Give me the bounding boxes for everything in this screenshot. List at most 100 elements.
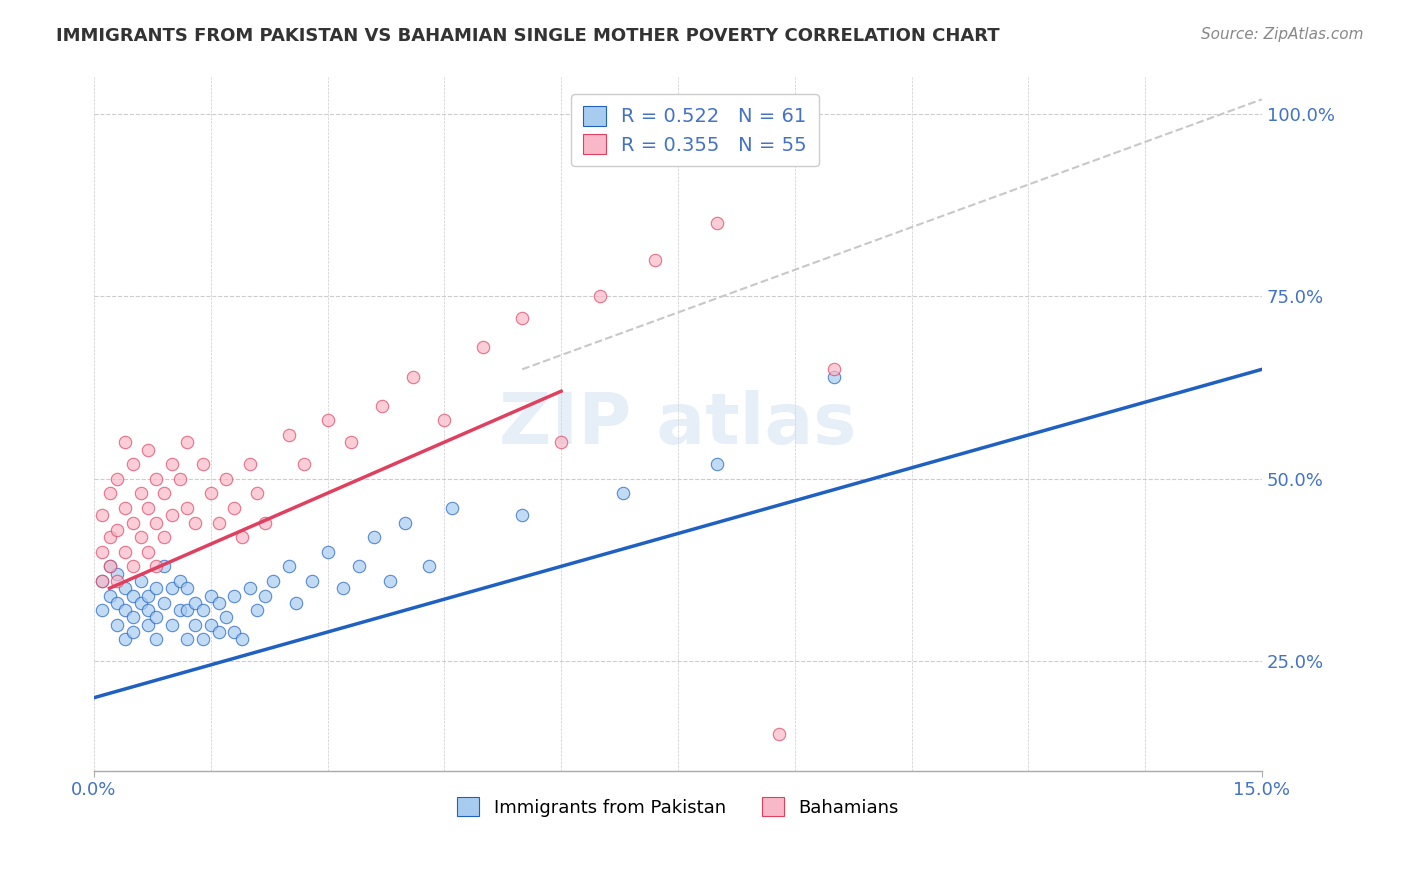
Point [98,589,121,603]
Point [121,457,143,471]
Point [145,632,167,647]
Point [114,632,136,647]
Point [129,486,152,500]
Point [433,413,456,427]
Point [472,341,495,355]
Point [222,625,245,640]
Point [138,589,160,603]
Point [184,596,207,610]
Point [207,625,229,640]
Point [105,566,128,581]
Point [207,516,229,530]
Point [363,530,385,544]
Point [239,581,262,595]
Point [145,472,167,486]
Point [550,435,572,450]
Point [378,574,401,588]
Point [153,559,176,574]
Point [138,545,160,559]
Point [222,500,245,515]
Point [292,457,315,471]
Point [121,610,143,624]
Point [105,574,128,588]
Point [114,435,136,450]
Text: Source: ZipAtlas.com: Source: ZipAtlas.com [1201,27,1364,42]
Point [612,486,634,500]
Point [90,574,112,588]
Point [138,617,160,632]
Point [114,581,136,595]
Point [262,574,284,588]
Point [644,252,666,267]
Point [301,574,323,588]
Point [768,727,790,741]
Point [98,559,121,574]
Point [347,559,370,574]
Point [316,413,339,427]
Point [138,500,160,515]
Point [254,589,277,603]
Point [246,603,269,617]
Point [207,596,229,610]
Legend: Immigrants from Pakistan, Bahamians: Immigrants from Pakistan, Bahamians [450,790,905,824]
Point [145,581,167,595]
Point [823,369,845,384]
Text: IMMIGRANTS FROM PAKISTAN VS BAHAMIAN SINGLE MOTHER POVERTY CORRELATION CHART: IMMIGRANTS FROM PAKISTAN VS BAHAMIAN SIN… [56,27,1000,45]
Point [90,545,112,559]
Point [169,574,191,588]
Point [153,530,176,544]
Point [441,500,464,515]
Point [114,545,136,559]
Point [277,428,299,442]
Point [129,596,152,610]
Point [105,617,128,632]
Point [160,457,183,471]
Point [589,289,612,303]
Point [176,435,198,450]
Point [138,603,160,617]
Point [200,589,222,603]
Point [160,508,183,523]
Point [215,472,238,486]
Point [332,581,354,595]
Point [215,610,238,624]
Point [105,523,128,537]
Point [706,216,728,230]
Point [239,457,262,471]
Point [706,457,728,471]
Point [98,559,121,574]
Point [176,581,198,595]
Point [510,311,533,326]
Point [121,559,143,574]
Point [105,472,128,486]
Point [418,559,440,574]
Point [371,399,394,413]
Point [254,516,277,530]
Point [160,617,183,632]
Point [200,617,222,632]
Point [114,603,136,617]
Point [121,589,143,603]
Point [176,500,198,515]
Point [90,603,112,617]
Point [169,472,191,486]
Point [340,435,363,450]
Point [191,632,214,647]
Point [153,486,176,500]
Point [394,516,416,530]
Point [222,589,245,603]
Point [184,516,207,530]
Point [176,603,198,617]
Point [191,457,214,471]
Point [129,574,152,588]
Point [823,362,845,376]
Point [145,516,167,530]
Point [277,559,299,574]
Point [153,596,176,610]
Point [169,603,191,617]
Point [176,632,198,647]
Point [105,596,128,610]
Point [121,516,143,530]
Point [121,625,143,640]
Point [402,369,425,384]
